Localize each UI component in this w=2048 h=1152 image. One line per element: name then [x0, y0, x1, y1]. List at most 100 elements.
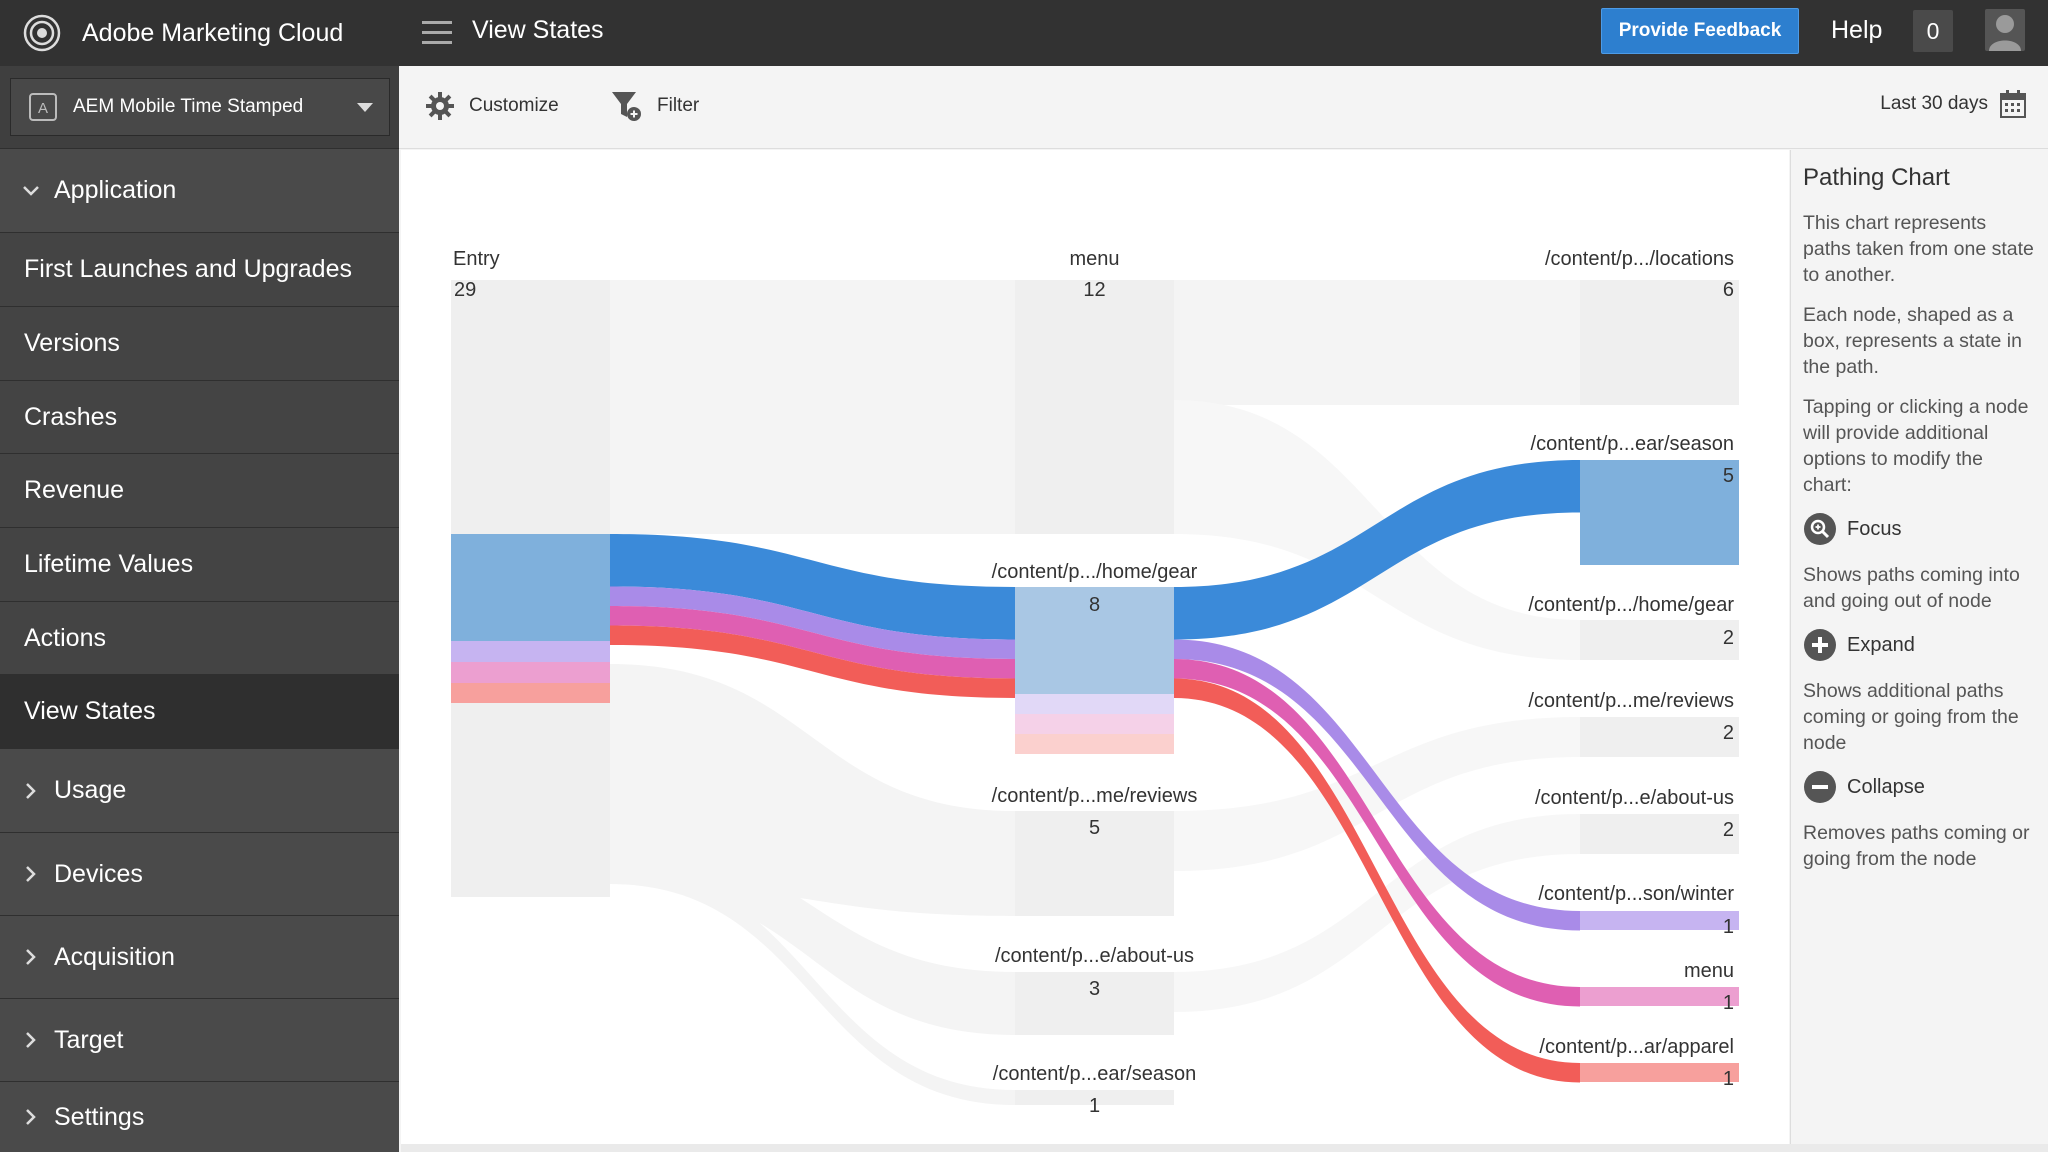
node-count: 8 [1089, 594, 1100, 616]
node-count: 5 [1723, 465, 1734, 487]
pathing-chart: Entry 29 menu 12/content/p.../home/gear 8/co… [401, 150, 1789, 1145]
node-box[interactable] [1580, 814, 1739, 854]
customize-label: Customize [469, 95, 559, 116]
node-segment[interactable] [451, 641, 610, 662]
sidebar-item-usage[interactable]: Usage [0, 748, 399, 832]
sidebar-item-target[interactable]: Target [0, 998, 399, 1081]
sidebar-item-label: First Launches and Upgrades [24, 255, 352, 283]
node-segment[interactable] [1580, 460, 1739, 565]
customize-button[interactable]: Customize [425, 86, 559, 126]
node-box[interactable] [1580, 620, 1739, 660]
node-box[interactable] [1015, 972, 1174, 1035]
sidebar-item-label: Actions [24, 623, 106, 652]
provide-feedback-button[interactable]: Provide Feedback [1601, 8, 1799, 54]
node-box[interactable] [1580, 717, 1739, 757]
user-avatar[interactable] [1985, 9, 2025, 51]
sidebar-item-devices[interactable]: Devices [0, 832, 399, 915]
node-segment[interactable] [1580, 911, 1739, 930]
node-label: /content/p...ear/season [1531, 433, 1734, 455]
notification-badge[interactable]: 0 [1913, 10, 1953, 52]
date-range-picker[interactable]: Last 30 days [1880, 90, 2026, 118]
chevron-right-icon [26, 782, 36, 799]
flow-path [610, 280, 1015, 534]
minus-circle-icon [1804, 771, 1836, 803]
node-segment[interactable] [451, 662, 610, 683]
node-box[interactable] [1580, 280, 1739, 405]
sidebar-item-versions[interactable]: Versions [0, 306, 399, 380]
node-box[interactable] [1015, 280, 1174, 534]
sidebar-item-revenue[interactable]: Revenue [0, 453, 399, 527]
flow-path-blue [1174, 460, 1580, 640]
svg-text:A: A [38, 100, 48, 117]
node-label: menu [1069, 248, 1119, 270]
chevron-down-icon [23, 185, 39, 196]
expand-description: Shows additional paths coming or going f… [1803, 680, 2019, 754]
sidebar-item-label: Target [54, 1025, 124, 1054]
node-segment[interactable] [1580, 987, 1739, 1006]
sidebar-item-application[interactable]: Application [0, 148, 399, 232]
node-label: /content/p.../home/gear [992, 561, 1198, 583]
node-count: 2 [1723, 819, 1734, 841]
node-segment[interactable] [1015, 694, 1174, 714]
flow-path [610, 840, 1015, 1035]
node-label: Entry [453, 248, 500, 270]
report-suite-label: AEM Mobile Time Stamped [73, 96, 304, 117]
brand-name: Adobe Marketing Cloud [82, 18, 344, 47]
node-count: 5 [1089, 817, 1100, 839]
brand[interactable]: Adobe Marketing Cloud [0, 0, 399, 66]
expand-action: Expand [1803, 628, 2034, 662]
sidebar-item-label: Crashes [24, 402, 118, 431]
node-count: 1 [1723, 1068, 1734, 1090]
date-range-label: Last 30 days [1880, 93, 1988, 114]
sidebar: A AEM Mobile Time Stamped Application Fir… [0, 66, 399, 1152]
node-label: /content/p...e/about-us [995, 945, 1194, 967]
focus-label: Focus [1847, 517, 1902, 540]
info-title: Pathing Chart [1803, 164, 1950, 191]
chevron-down-icon [357, 103, 373, 112]
sidebar-item-label: Usage [54, 776, 127, 804]
collapse-action: Collapse [1803, 770, 2034, 804]
flow-path-red [610, 625, 1015, 698]
sidebar-item-actions[interactable]: Actions [0, 601, 399, 674]
node-segment[interactable] [1015, 587, 1174, 694]
node-count: 1 [1089, 1095, 1100, 1117]
sidebar-item-settings[interactable]: Settings [0, 1081, 399, 1152]
bottom-scrollbar-track [401, 1144, 2048, 1152]
info-paragraph: This chart represents paths taken from o… [1803, 212, 2034, 286]
node-segment[interactable] [1015, 714, 1174, 734]
node-box[interactable] [1015, 811, 1174, 916]
chevron-right-icon [26, 1109, 36, 1125]
pathing-chart-svg: Entry29menu12/content/p.../home/gear8/co… [451, 248, 1739, 1117]
filter-button[interactable]: Filter [611, 86, 699, 126]
node-count: 1 [1723, 916, 1734, 938]
node-box[interactable] [1015, 1090, 1174, 1105]
flow-path-red [1174, 678, 1580, 1083]
hamburger-menu-icon[interactable] [422, 19, 454, 47]
node-label: /content/p...e/about-us [1535, 787, 1734, 809]
report-suite-select[interactable]: A AEM Mobile Time Stamped [10, 78, 390, 136]
filter-label: Filter [657, 95, 700, 116]
sidebar-item-crashes[interactable]: Crashes [0, 380, 399, 453]
node-count: 2 [1723, 722, 1734, 744]
help-link[interactable]: Help [1831, 16, 1883, 44]
focus-description: Shows paths coming into and going out of… [1803, 564, 2020, 612]
flow-path-magenta [1174, 659, 1580, 1007]
node-segment[interactable] [451, 683, 610, 703]
sidebar-item-first-launches-and-upgrades[interactable]: First Launches and Upgrades [0, 232, 399, 306]
sidebar-item-label: Application [54, 176, 177, 204]
sidebar-item-lifetime-values[interactable]: Lifetime Values [0, 527, 399, 601]
node-label: /content/p...ear/season [993, 1063, 1196, 1085]
sidebar-item-label: Settings [54, 1102, 145, 1131]
plus-circle-icon [1804, 629, 1836, 661]
sidebar-item-label: Acquisition [54, 942, 175, 971]
node-segment[interactable] [1580, 1063, 1739, 1082]
node-segment[interactable] [451, 534, 610, 641]
flow-path-blue [610, 534, 1015, 640]
sidebar-item-acquisition[interactable]: Acquisition [0, 915, 399, 998]
flow-path [610, 865, 1015, 1105]
sidebar-item-view-states[interactable]: View States [0, 674, 399, 748]
filter-add-icon [612, 92, 641, 121]
focus-action: Focus [1803, 512, 2034, 546]
node-count: 3 [1089, 978, 1100, 1000]
node-segment[interactable] [1015, 734, 1174, 754]
